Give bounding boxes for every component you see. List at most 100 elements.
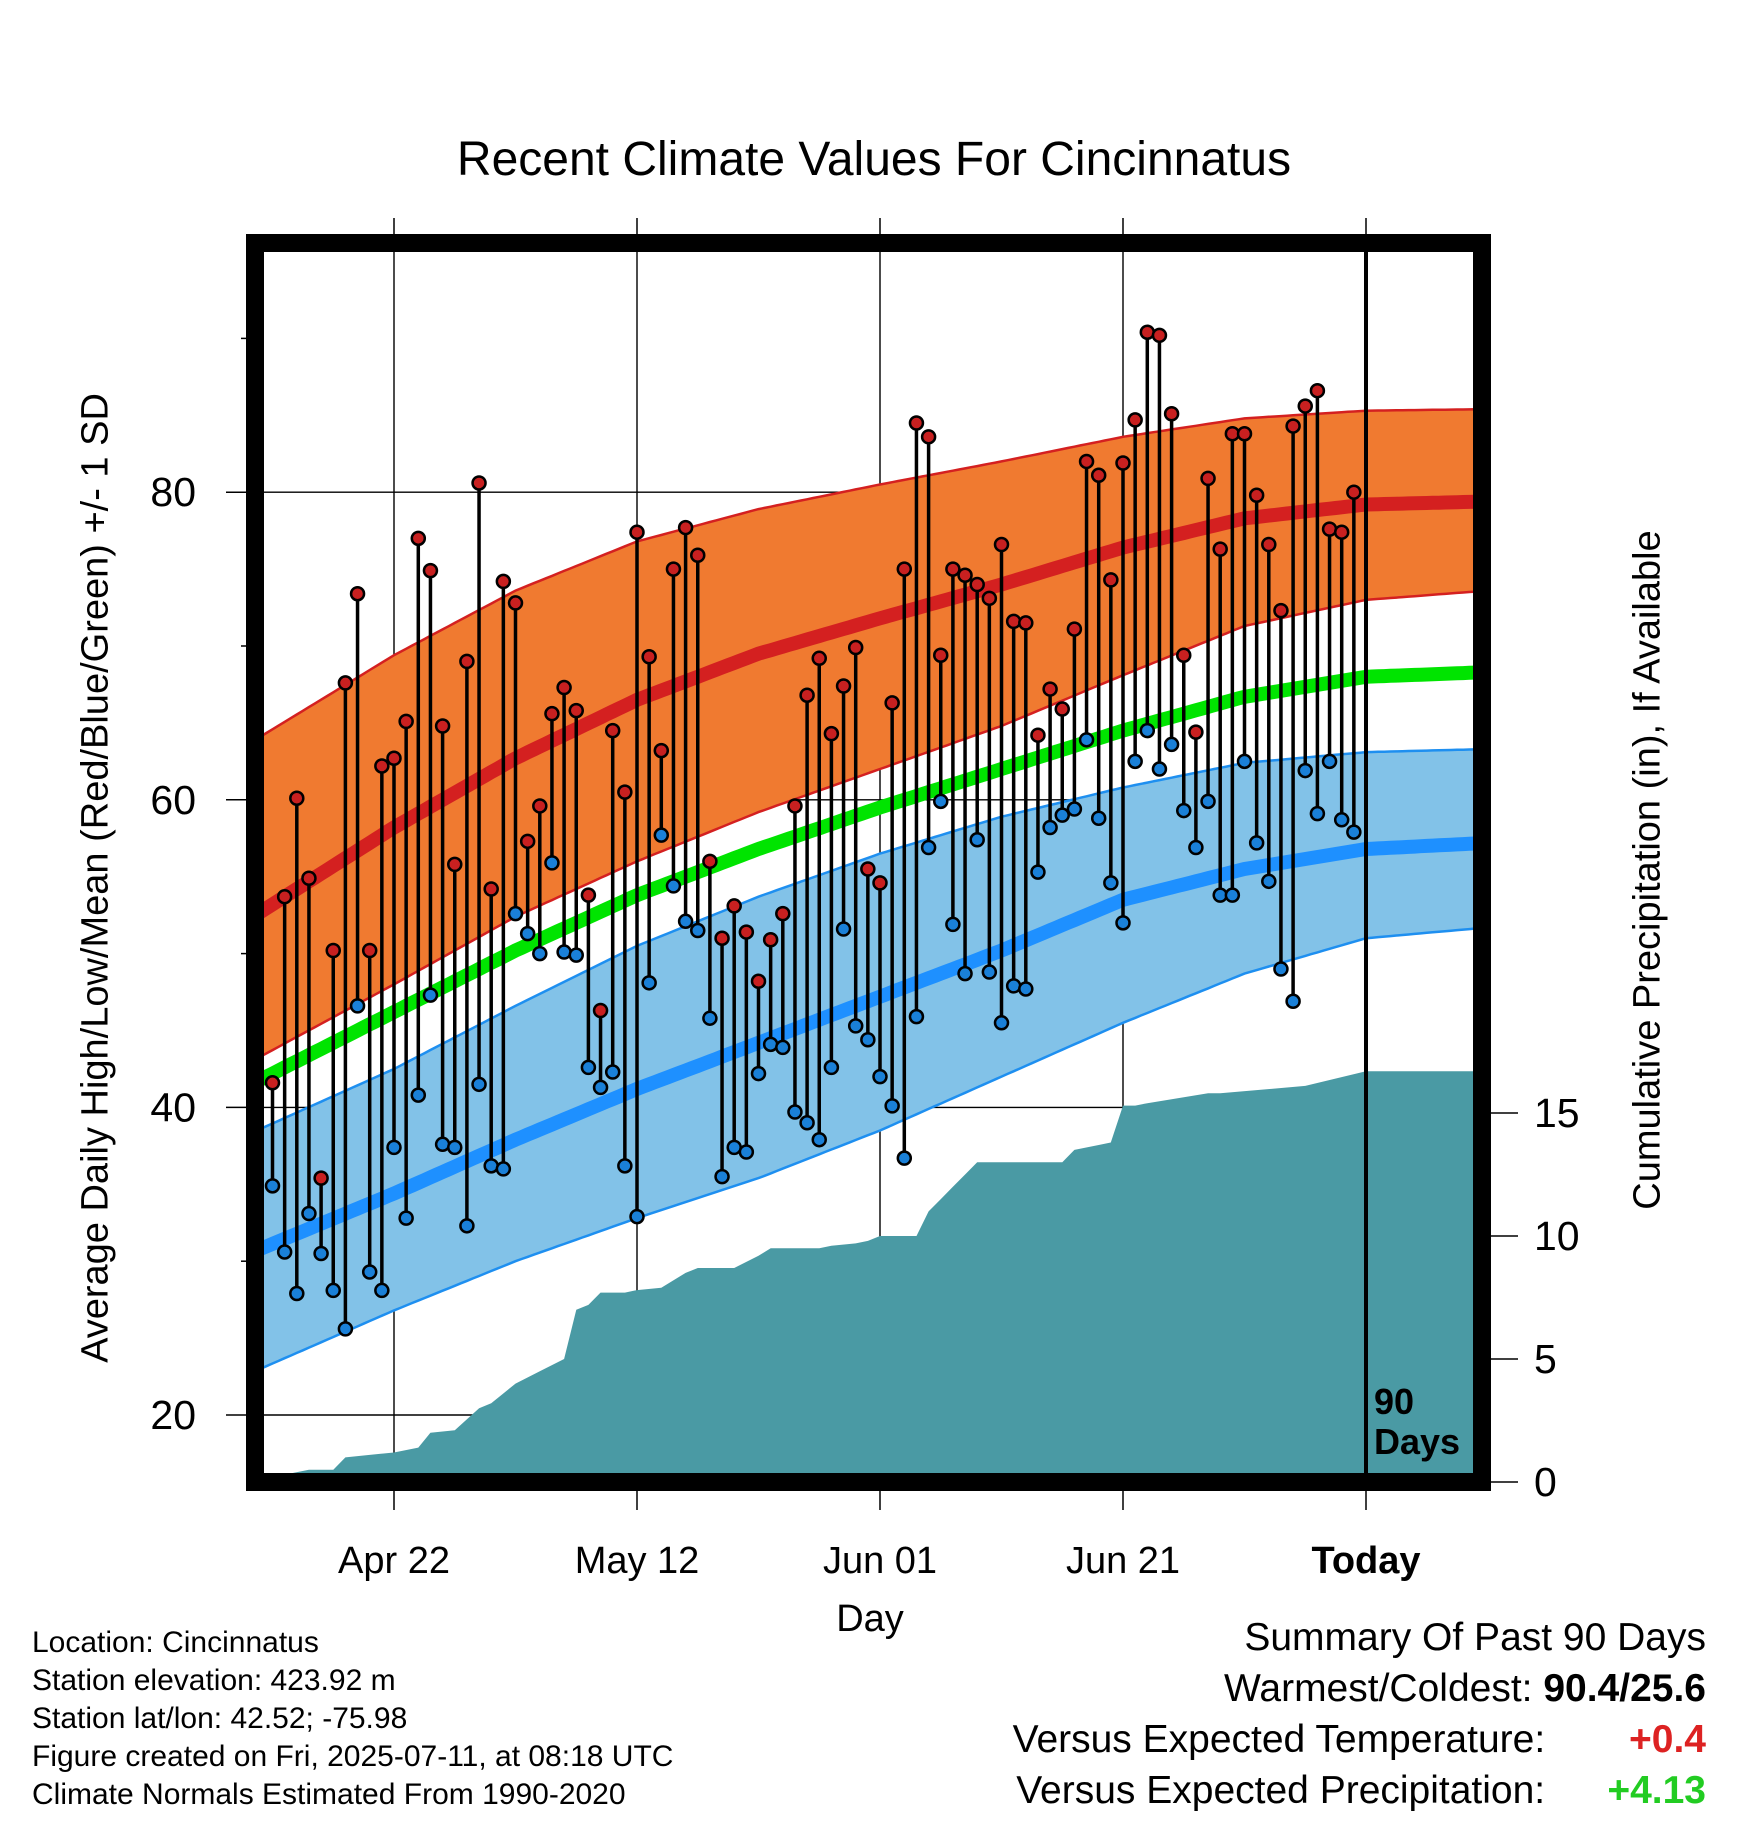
daily-high-point (933, 647, 949, 663)
daily-high-point (641, 649, 657, 665)
daily-high-point (702, 853, 718, 870)
daily-low-point (702, 1010, 718, 1026)
daily-high-point (1042, 681, 1058, 697)
daily-high-point (653, 742, 670, 759)
info-latlon: Station lat/lon: 42.52; -75.98 (32, 1702, 408, 1735)
summary-prcp-label: Versus Expected Precipitation: (1016, 1769, 1546, 1812)
precip-area (260, 1071, 1482, 1482)
daily-high-point (568, 702, 584, 719)
daily-high-point (750, 973, 767, 990)
daily-high-point (276, 888, 293, 905)
daily-high-point (1103, 572, 1119, 588)
daily-low-point (1030, 864, 1046, 880)
daily-low-point (1054, 807, 1070, 823)
daily-low-point (532, 945, 548, 962)
daily-low-point (1176, 802, 1192, 819)
y-axis-right-label: Cumulative Precipitation (in), If Availa… (1626, 530, 1669, 1210)
plot-frame (246, 234, 1491, 1491)
daily-low-point (1139, 722, 1156, 739)
summary-temp-label: Versus Expected Temperature: (1012, 1718, 1546, 1761)
daily-low-point (495, 1161, 512, 1177)
daily-high-point (398, 713, 414, 730)
daily-low-point (410, 1087, 427, 1103)
daily-low-point (447, 1139, 463, 1156)
daily-low-point (1066, 801, 1083, 817)
daily-high-point (1018, 615, 1034, 631)
info-normals: Climate Normals Estimated From 1990-2020 (32, 1778, 626, 1811)
daily-high-point (799, 687, 815, 703)
daily-high-point (981, 590, 998, 607)
daily-high-point (1261, 536, 1277, 553)
y-left-tick-label: 40 (150, 1084, 196, 1130)
daily-low-point (629, 1208, 645, 1225)
normal-bands (256, 407, 1482, 1371)
daily-low-point (908, 1008, 925, 1025)
summary-prcp-row: Versus Expected Precipitation: +4.13 (1013, 1765, 1706, 1816)
station-info: Location: Cincinnatus Station elevation:… (32, 1624, 673, 1814)
daily-high-point (422, 562, 439, 579)
daily-low-point (714, 1168, 730, 1185)
daily-high-point (823, 725, 840, 742)
normal-high-line (256, 494, 1482, 918)
daily-low-point (1285, 993, 1301, 1010)
x-tick-label: Jun 01 (823, 1540, 937, 1582)
daily-low-point (775, 1039, 791, 1056)
precip-area-group (260, 1071, 1482, 1482)
daily-high-point (386, 750, 402, 767)
daily-high-point (1285, 418, 1301, 434)
daily-high-point (1236, 426, 1253, 442)
daily-low-point (580, 1059, 597, 1076)
y-right-tick-label: 10 (1534, 1213, 1580, 1259)
daily-high-point (349, 585, 366, 602)
daily-high-point (1273, 602, 1289, 619)
daily-values (264, 324, 1362, 1337)
summary-panel: Summary Of Past 90 Days Warmest/Coldest:… (1013, 1612, 1706, 1816)
y-right-tick-label: 0 (1534, 1459, 1557, 1505)
daily-low-point (1163, 736, 1180, 753)
daily-high-point (483, 881, 499, 897)
daily-low-point (337, 1321, 354, 1337)
daily-high-point (459, 653, 475, 670)
daily-low-point (847, 1018, 864, 1034)
summary-heading: Summary Of Past 90 Days (1244, 1616, 1706, 1659)
daily-low-point (823, 1059, 840, 1076)
daily-low-point (1297, 762, 1313, 779)
info-elevation: Station elevation: 423.92 m (32, 1664, 396, 1697)
daily-low-point (641, 975, 657, 991)
daily-low-point (738, 1144, 755, 1160)
daily-low-point (349, 998, 366, 1014)
normal-low-line (257, 836, 1482, 1256)
daily-high-point (993, 536, 1010, 553)
plot-border (246, 234, 1491, 1491)
daily-high-point (665, 561, 682, 577)
daily-high-point (434, 718, 451, 734)
daily-high-point (544, 705, 560, 722)
daily-low-point (386, 1139, 402, 1156)
daily-high-point (1090, 467, 1107, 484)
summary-warmest-row: Warmest/Coldest: 90.4/25.6 (1013, 1663, 1706, 1714)
daily-high-point (945, 561, 961, 577)
daily-high-point (1005, 613, 1022, 630)
daily-low-point (1188, 839, 1204, 856)
daily-low-point (690, 922, 706, 939)
daily-low-point (1090, 810, 1107, 827)
daily-low-point (957, 965, 973, 982)
daily-low-point (1261, 873, 1277, 890)
x-tick-label: Apr 22 (338, 1540, 450, 1582)
daily-high-point (604, 722, 621, 739)
daily-low-point (422, 987, 439, 1003)
daily-low-point (1115, 915, 1131, 931)
daily-low-point (896, 1150, 913, 1166)
daily-low-point (835, 921, 852, 937)
daily-low-point (1018, 981, 1034, 997)
daily-high-point (775, 905, 791, 922)
daily-high-point (920, 429, 937, 445)
daily-low-point (1236, 753, 1253, 770)
daily-high-point (1200, 470, 1216, 487)
daily-high-point (1297, 398, 1313, 414)
daily-low-point (325, 1282, 341, 1299)
daily-high-point (860, 861, 876, 877)
daily-high-point (690, 547, 706, 564)
daily-high-point (495, 573, 512, 590)
daily-low-point (1309, 805, 1326, 822)
